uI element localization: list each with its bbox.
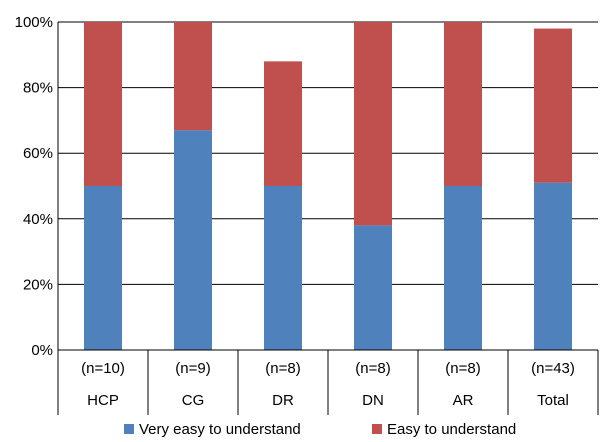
bar-hcp-series-2 <box>84 22 122 186</box>
y-tick-label: 20% <box>23 276 53 293</box>
x-category-labels: (n=10) HCP (n=9) CG (n=8) DR (n=8) DN (n=8) AR (n=… <box>81 360 575 409</box>
legend-label-1: Very easy to understand <box>139 421 301 438</box>
bar-cg-series-1 <box>174 130 212 350</box>
category-sublabel: (n=9) <box>175 360 210 377</box>
legend-label-2: Easy to understand <box>387 421 516 438</box>
category-sublabel: (n=8) <box>265 360 300 377</box>
y-tick-label: 60% <box>23 145 53 162</box>
gridlines <box>58 21 598 285</box>
bar-hcp-series-1 <box>84 186 122 350</box>
category-label: HCP <box>87 392 119 409</box>
bar-cg-series-2 <box>174 22 212 131</box>
category-sublabel: (n=43) <box>531 360 575 377</box>
category-label: Total <box>537 392 569 409</box>
y-tick-label: 80% <box>23 80 53 97</box>
bar-total-series-2 <box>534 28 572 183</box>
category-sublabel: (n=10) <box>81 360 125 377</box>
bar-ar-series-1 <box>444 186 482 350</box>
y-tick-labels: 0% 20% 40% 60% 80% 100% <box>15 14 53 359</box>
bars <box>84 22 572 350</box>
category-sublabel: (n=8) <box>355 360 390 377</box>
y-tick-label: 0% <box>31 342 53 359</box>
bar-dn-series-1 <box>354 225 392 350</box>
y-tick-label: 100% <box>15 14 53 31</box>
y-tick-label: 40% <box>23 211 53 228</box>
legend-swatch-2 <box>372 424 382 434</box>
bar-dn-series-2 <box>354 22 392 226</box>
category-sublabel: (n=8) <box>445 360 480 377</box>
bar-ar-series-2 <box>444 22 482 186</box>
category-label: DN <box>362 392 384 409</box>
bar-dr-series-1 <box>264 186 302 350</box>
bar-dr-series-2 <box>264 61 302 186</box>
category-label: CG <box>182 392 205 409</box>
bar-total-series-1 <box>534 182 572 350</box>
legend: Very easy to understand Easy to understan… <box>124 421 516 438</box>
category-label: DR <box>272 392 294 409</box>
axes <box>57 22 599 415</box>
category-label: AR <box>453 392 474 409</box>
legend-swatch-1 <box>124 424 134 434</box>
